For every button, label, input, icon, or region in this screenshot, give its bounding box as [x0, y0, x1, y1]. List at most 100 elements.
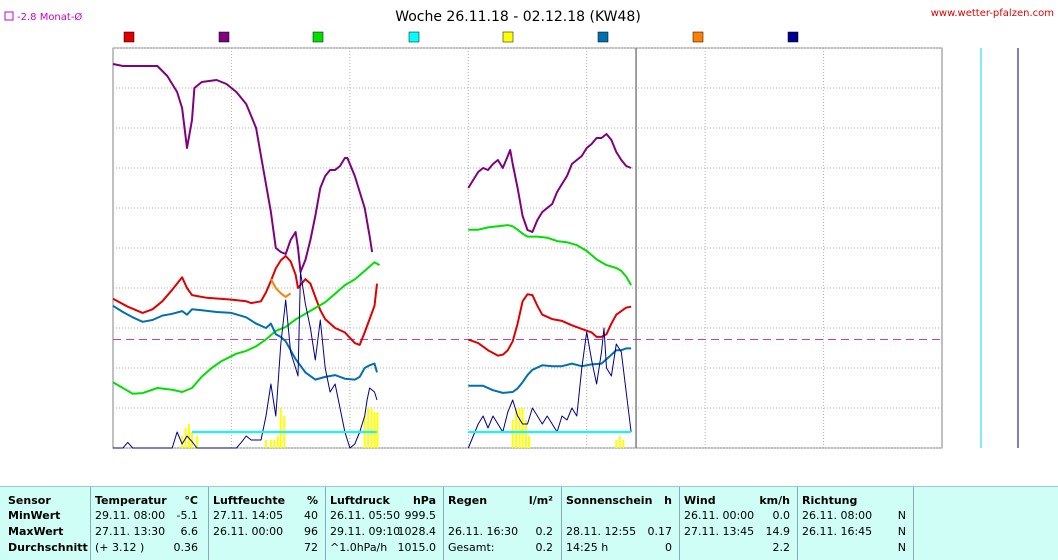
table-column-divider	[325, 487, 326, 560]
header-rain: Regen	[448, 494, 488, 507]
sunshine-bar	[515, 408, 518, 448]
temp-value: 6.6	[180, 525, 199, 538]
chart-background	[0, 0, 1058, 486]
wind-value: 2.2	[772, 541, 791, 554]
sunshine-bar	[518, 408, 521, 448]
sunshine-bar	[276, 436, 279, 448]
series-line-taupunkt	[112, 304, 378, 381]
series-line-windböen	[467, 327, 632, 449]
temp-time: (+ 3.12 )	[95, 541, 145, 554]
wind-time: 26.11. 00:00	[684, 509, 755, 522]
chart-grid	[112, 47, 943, 449]
sun-value: 0.17	[647, 525, 673, 538]
press-value: 1015.0	[397, 541, 437, 554]
temp-time: 27.11. 13:30	[95, 525, 166, 538]
header-wind: Wind	[684, 494, 716, 507]
wind-value: 0.0	[772, 509, 791, 522]
rain-value: 0.2	[535, 525, 554, 538]
series-line-luftfeuchte	[467, 133, 632, 233]
sunshine-bar	[527, 436, 530, 448]
month-avg-marker-icon	[4, 11, 14, 21]
site-url[interactable]: www.wetter-pfalzen.com	[931, 8, 1054, 19]
temp-value: 0.36	[173, 541, 199, 554]
table-column-divider	[208, 487, 209, 560]
dir-value: N	[897, 541, 906, 554]
header-press-unit: hPa	[412, 494, 436, 507]
header-sensor: Sensor	[8, 494, 51, 507]
table-column-divider	[913, 487, 914, 560]
row-label: MinWert	[8, 509, 61, 522]
legend-swatch	[312, 31, 324, 43]
table-column-divider	[90, 487, 91, 560]
sunshine-bar	[264, 440, 267, 448]
press-time: ^1.0hPa/h	[330, 541, 388, 554]
sunshine-bar	[273, 440, 276, 448]
legend-swatch	[597, 31, 609, 43]
header-wind-unit: km/h	[759, 494, 790, 507]
hum-time: 26.11. 00:00	[213, 525, 284, 538]
table-column-divider	[443, 487, 444, 560]
press-value: 1028.4	[397, 525, 437, 538]
dir-value: N	[897, 525, 906, 538]
header-dir: Richtung	[802, 494, 858, 507]
table-column-divider	[797, 487, 798, 560]
header-sun-unit: h	[664, 494, 672, 507]
sunshine-bar	[269, 440, 272, 448]
hum-value: 96	[304, 525, 318, 538]
sunshine-bar	[370, 408, 373, 448]
series-line-luftdruck	[468, 224, 632, 286]
press-time: 29.11. 09:10	[330, 525, 401, 538]
month-avg-label: -2.8 Monat-Ø	[17, 11, 82, 23]
series-line-temperatur	[467, 293, 632, 357]
legend-swatch	[502, 31, 514, 43]
wind-value: 14.9	[765, 525, 791, 538]
series-line-luftdruck	[112, 261, 380, 395]
press-time: 26.11. 05:50	[330, 509, 401, 522]
sunshine-bar	[511, 420, 514, 448]
table-column-divider	[561, 487, 562, 560]
chart-title: Woche 26.11.18 - 02.12.18 (KW48)	[395, 9, 641, 25]
sunshine-bar	[618, 436, 621, 448]
sunshine-bar	[187, 424, 190, 448]
weather-chart: Woche 26.11.18 - 02.12.18 (KW48) www.wet…	[0, 0, 1058, 486]
header-press: Luftdruck	[330, 494, 390, 507]
series-line-temperatur	[112, 255, 378, 346]
sunshine-bar	[190, 432, 193, 448]
stats-table: Sensor Temperatur °C Luftfeuchte% Luftdruck h…	[0, 486, 1058, 560]
sunshine-bar	[181, 436, 184, 448]
sunshine-bar	[373, 412, 376, 448]
series-line-windböen	[113, 271, 378, 449]
legend-swatch	[218, 31, 230, 43]
series-line-windchill	[270, 278, 292, 298]
legend-swatch	[692, 31, 704, 43]
header-rain-unit: l/m²	[528, 494, 553, 507]
series-line-taupunkt	[468, 347, 632, 394]
sunshine-bar	[521, 408, 524, 448]
chart-legend	[123, 31, 799, 43]
sunshine-bar	[367, 408, 370, 448]
temp-value: -5.1	[176, 509, 198, 522]
sunshine-bar	[525, 420, 528, 448]
row-label: Durchschnitt	[8, 541, 88, 554]
series-lines	[112, 63, 632, 449]
sun-value: 0	[665, 541, 672, 554]
wind-time: 27.11. 13:45	[684, 525, 755, 538]
hum-time: 27.11. 14:05	[213, 509, 284, 522]
legend-swatch	[123, 31, 135, 43]
header-temp-unit: °C	[184, 494, 198, 507]
table-column-divider	[679, 487, 680, 560]
header-temp: Temperatur	[95, 494, 167, 507]
sunshine-bar	[615, 440, 618, 448]
sunshine-bar	[195, 436, 198, 448]
legend-swatch	[787, 31, 799, 43]
sunshine-bar	[622, 440, 625, 448]
header-hum-unit: %	[306, 494, 318, 507]
dir-time: 26.11. 16:45	[802, 525, 873, 538]
press-value: 999.5	[404, 509, 437, 522]
sunshine-bar	[376, 412, 379, 448]
sun-time: 14:25 h	[566, 541, 609, 554]
rain-time: 26.11. 16:30	[448, 525, 519, 538]
rain-value: 0.2	[535, 541, 554, 554]
sunshine-bar	[279, 408, 282, 448]
hum-value: 40	[304, 509, 318, 522]
